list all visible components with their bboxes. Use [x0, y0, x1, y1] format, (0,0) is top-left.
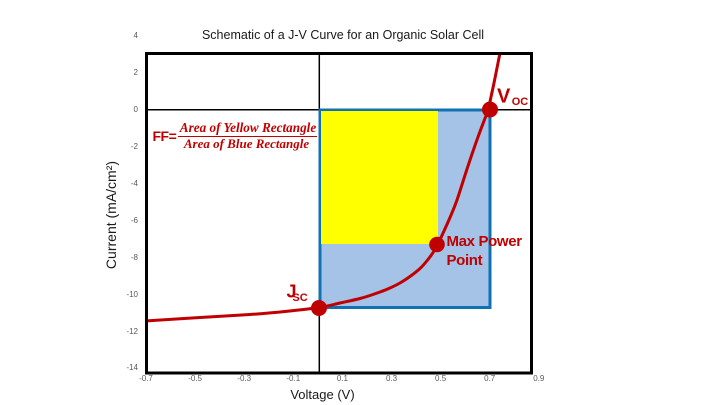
svg-text:SC: SC — [292, 292, 307, 304]
svg-text:OC: OC — [512, 96, 529, 108]
svg-text:V: V — [497, 86, 511, 108]
svg-text:J: J — [287, 281, 297, 301]
